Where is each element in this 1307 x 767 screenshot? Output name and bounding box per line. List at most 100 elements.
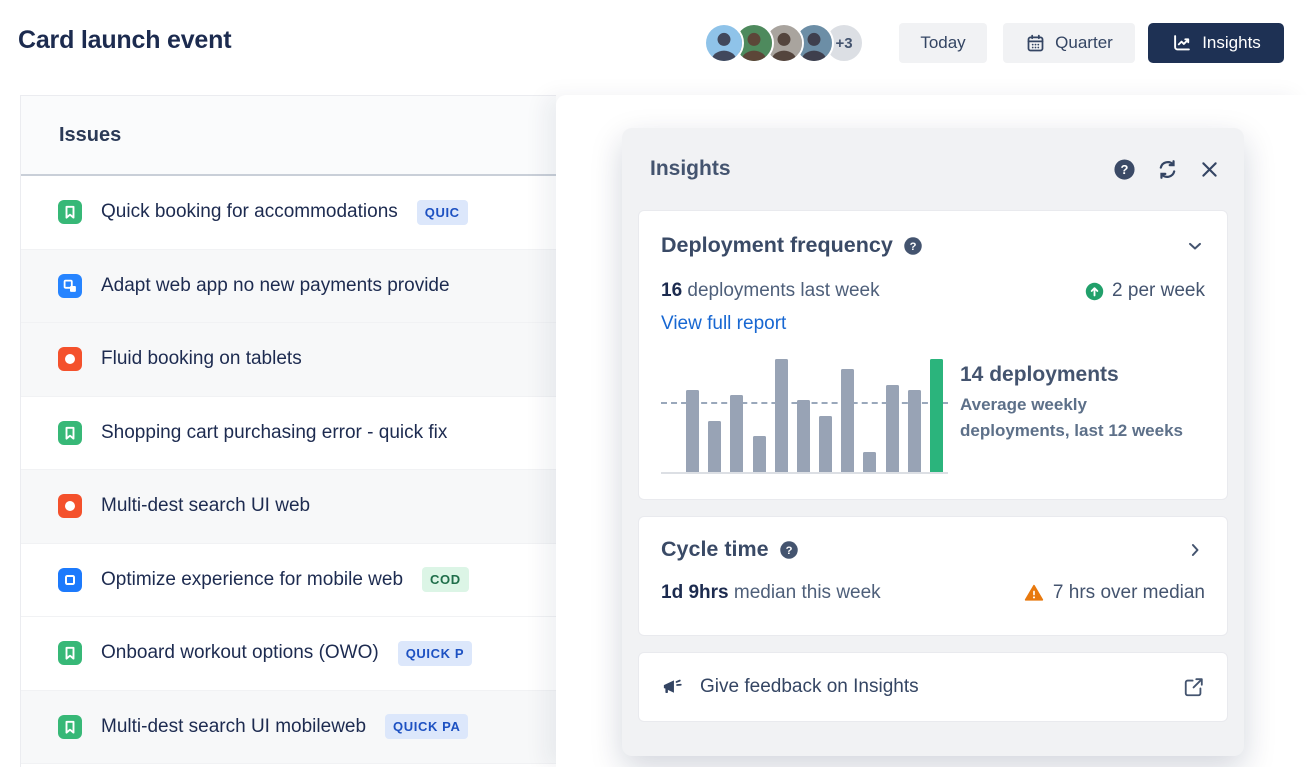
avatar-4[interactable] [794, 23, 834, 63]
issues-list: Quick booking for accommodations QUIC Ad… [21, 176, 556, 764]
issue-row[interactable]: Optimize experience for mobile web COD [21, 543, 556, 617]
issue-type-icon [58, 347, 82, 372]
task-type-icon [58, 567, 82, 592]
chart-bar [686, 389, 699, 472]
issue-type-icon [58, 494, 82, 519]
chart-bar [819, 415, 833, 472]
issue-row[interactable]: Multi-dest search UI web [21, 470, 556, 544]
person-silhouette-icon [796, 25, 832, 61]
svg-text:?: ? [1121, 161, 1129, 176]
help-icon[interactable]: ? [779, 540, 799, 560]
issue-title: Optimize experience for mobile web [101, 568, 404, 590]
issue-type-icon [58, 641, 82, 666]
issue-type-icon [58, 420, 82, 445]
avatar-1[interactable] [704, 23, 744, 63]
chart-bar [730, 395, 744, 472]
issue-row[interactable]: Adapt web app no new payments provide [21, 249, 556, 323]
quarter-button[interactable]: Quarter [1003, 23, 1135, 63]
chart-bar [708, 420, 722, 472]
deployment-trend: 2 per week [1085, 280, 1205, 302]
issue-type-icon [58, 200, 82, 225]
chart-bar [774, 359, 788, 472]
trend-up-icon [1085, 282, 1104, 300]
refresh-button[interactable] [1156, 158, 1179, 181]
issue-type-icon [58, 567, 82, 592]
issue-row[interactable]: Shopping cart purchasing error - quick f… [21, 396, 556, 470]
insights-panel-title: Insights [650, 157, 731, 180]
deployment-bar-chart [661, 359, 948, 474]
issue-label-badge: QUIC [416, 199, 468, 225]
chart-annotation-caption: Average weekly deployments, last 12 week… [960, 395, 1183, 440]
bug-type-icon [58, 494, 82, 519]
story-type-icon [58, 420, 82, 445]
insights-panel-header: Insights ? [622, 128, 1244, 210]
view-full-report-link[interactable]: View full report [661, 313, 787, 334]
insights-button[interactable]: Insights [1148, 23, 1284, 63]
close-icon [1202, 161, 1217, 177]
chart-bars [686, 359, 943, 472]
issue-title: Multi-dest search UI mobileweb [101, 715, 367, 737]
today-button-label: Today [920, 33, 966, 52]
cycle-stat: 1d 9hrs median this week [661, 582, 881, 603]
chevron-down-icon [1189, 242, 1201, 249]
deployment-trend-label: 2 per week [1112, 280, 1205, 301]
story-type-icon [58, 200, 82, 225]
insights-actions: ? [1113, 158, 1220, 181]
help-button[interactable]: ? [1113, 158, 1136, 181]
cycle-card-title: Cycle time [661, 537, 769, 561]
refresh-icon [1159, 159, 1176, 179]
chart-bar [752, 436, 766, 472]
cycle-warning-label: 7 hrs over median [1052, 582, 1205, 603]
issue-label-badge: QUICK PA [385, 714, 469, 740]
collapse-deployment-button[interactable] [1185, 236, 1205, 256]
help-icon[interactable]: ? [903, 236, 923, 256]
svg-text:?: ? [785, 544, 792, 556]
deployment-card-title: Deployment frequency [661, 233, 893, 257]
help-icon: ? [1114, 158, 1135, 180]
feedback-label: Give feedback on Insights [700, 676, 919, 697]
chart-bar [841, 369, 855, 472]
issue-row[interactable]: Onboard workout options (OWO) QUICK P [21, 617, 556, 691]
external-link-icon[interactable] [1183, 676, 1205, 698]
deployment-chart-block: 14 deployments Average weekly deployment… [661, 359, 1205, 474]
avatar-group: +3 [704, 22, 864, 64]
warning-icon [1024, 584, 1044, 601]
issue-type-icon [58, 714, 82, 739]
chart-bar [796, 400, 810, 472]
chart-annotation-value: 14 deployments [960, 363, 1119, 386]
today-button[interactable]: Today [899, 23, 987, 63]
open-cycle-time-button[interactable] [1185, 540, 1205, 560]
cycle-time-card: Cycle time ? 1d 9hrs median this week 7 … [638, 516, 1228, 636]
issue-label-badge: COD [422, 567, 469, 593]
issue-title: Adapt web app no new payments provide [101, 274, 450, 296]
issue-title: Fluid booking on tablets [101, 348, 302, 370]
issue-label-badge: QUICK P [397, 640, 473, 666]
quarter-button-label: Quarter [1055, 33, 1113, 52]
cycle-warning: 7 hrs over median [1024, 582, 1205, 604]
issue-type-icon [58, 273, 82, 298]
chart-bar [885, 384, 899, 472]
chart-bar [929, 359, 943, 472]
issue-title: Multi-dest search UI web [101, 495, 311, 517]
feedback-card[interactable]: Give feedback on Insights [638, 652, 1228, 722]
issue-row[interactable]: Quick booking for accommodations QUIC [21, 176, 556, 250]
bug-type-icon [58, 347, 82, 372]
issues-header: Issues [21, 96, 556, 176]
issues-header-label: Issues [59, 123, 122, 146]
chart-bar [907, 389, 921, 472]
story-type-icon [58, 714, 82, 739]
page-title: Card launch event [18, 26, 232, 54]
calendar-icon [1025, 33, 1046, 54]
close-button[interactable] [1199, 159, 1220, 180]
issue-row[interactable]: Fluid booking on tablets [21, 323, 556, 397]
megaphone-icon [663, 679, 682, 693]
subtask-type-icon [58, 273, 82, 298]
issue-row[interactable]: Multi-dest search UI mobileweb QUICK PA [21, 690, 556, 764]
chart-annotation: 14 deployments Average weekly deployment… [960, 361, 1190, 474]
svg-text:?: ? [909, 240, 916, 252]
issue-title: Shopping cart purchasing error - quick f… [101, 421, 448, 443]
chevron-right-icon [1191, 543, 1199, 556]
deployments-stat: 16 deployments last week [661, 280, 880, 301]
chart-bar [863, 451, 877, 472]
insights-panel: Insights ? Deployment frequency [622, 128, 1244, 756]
